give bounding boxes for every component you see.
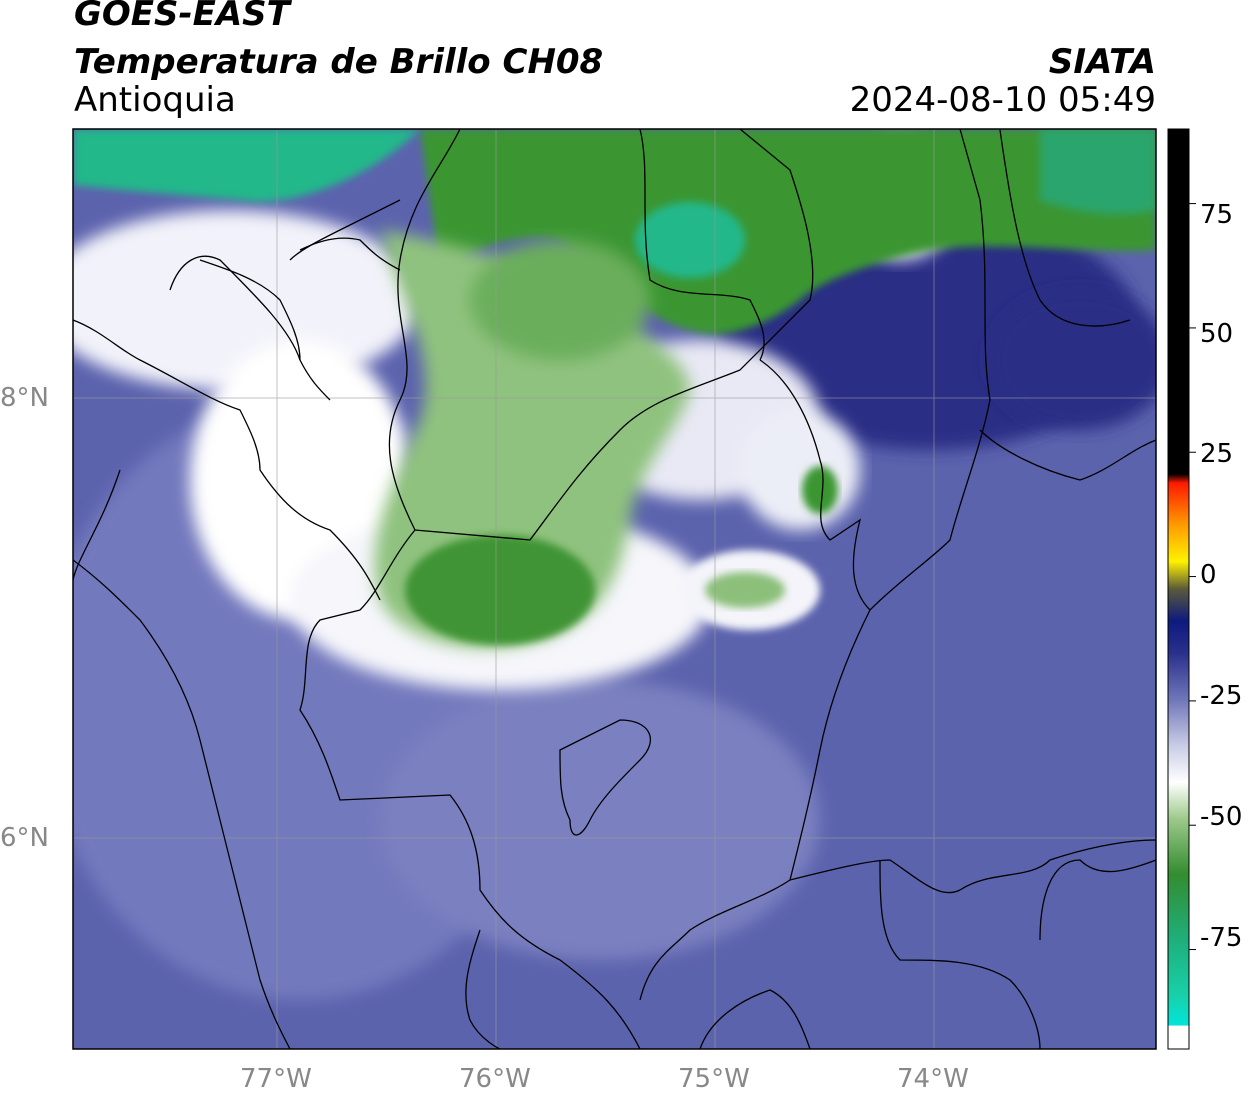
- satellite-image: [73, 129, 1156, 1049]
- map-gridlines: [73, 129, 1156, 1049]
- region-label: Antioquia: [74, 80, 236, 120]
- lon-tick-76w: 76°W: [459, 1064, 531, 1094]
- lat-tick-8n: 8°N: [0, 383, 49, 413]
- lon-tick-74w: 74°W: [897, 1064, 969, 1094]
- lon-tick-77w: 77°W: [240, 1064, 312, 1094]
- product-title: Temperatura de Brillo CH08: [74, 42, 604, 82]
- colorbar-tick-75: 75: [1200, 200, 1234, 230]
- colorbar-tick-0: 0: [1200, 560, 1217, 590]
- lon-tick-75w: 75°W: [678, 1064, 750, 1094]
- colorbar: [1167, 128, 1196, 1050]
- colorbar-tick-minus75: -75: [1200, 923, 1243, 953]
- colorbar-tick-25: 25: [1200, 439, 1234, 469]
- lat-tick-6n: 6°N: [0, 823, 49, 853]
- boundary-lines: [73, 129, 1156, 1049]
- colorbar-frame: [1167, 128, 1190, 1050]
- colorbar-tick-50: 50: [1200, 319, 1234, 349]
- colorbar-tick-minus25: -25: [1200, 681, 1243, 711]
- colorbar-gradient: [1168, 129, 1189, 1049]
- colorbar-tick-minus50: -50: [1200, 802, 1243, 832]
- map-frame: [72, 128, 1157, 1050]
- organization-label: SIATA: [1048, 42, 1156, 82]
- satellite-title: GOES-EAST: [74, 0, 290, 34]
- datetime-label: 2024-08-10 05:49: [849, 80, 1156, 120]
